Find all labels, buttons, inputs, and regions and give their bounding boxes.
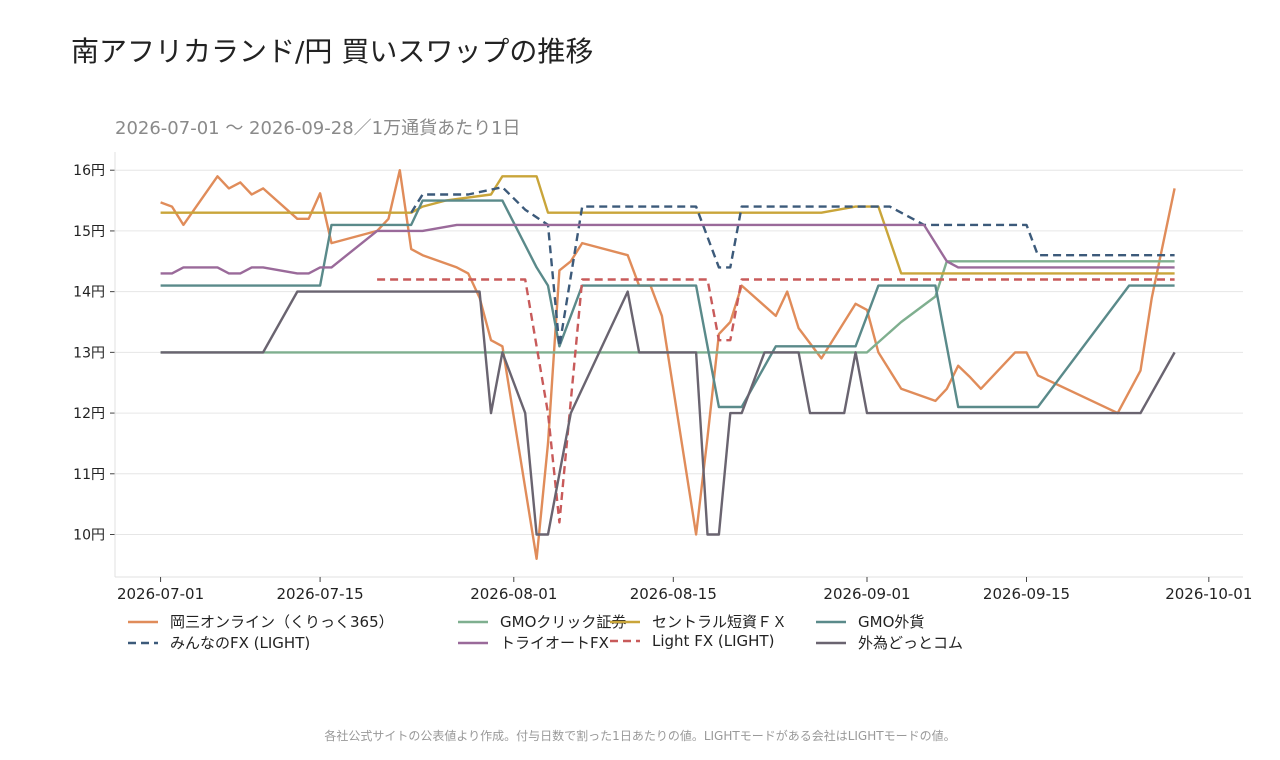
y-tick-label: 14円 [73,285,105,301]
y-tick-label: 11円 [73,467,105,483]
legend-swatch [610,639,640,643]
legend-label: Light FX (LIGHT) [652,632,775,650]
legend-label: 岡三オンライン（くりっく365） [170,613,394,631]
x-tick-label: 2026-10-01 [1165,585,1252,603]
series-line-8 [160,290,1176,536]
footnote: 各社公式サイトの公表値より作成。付与日数で割った1日あたりの値。LIGHTモード… [324,729,956,743]
series-line-6 [160,223,1175,275]
legend-item: トライオートFX [458,632,609,653]
legend-label: みんなのFX (LIGHT) [170,634,311,652]
series-line-4 [160,199,1175,409]
legend-item: みんなのFX (LIGHT) [128,632,310,653]
series-line-1 [160,169,1176,560]
chart-subtitle: 2026-07-01 〜 2026-09-28／1万通貨あたり1日 [115,118,521,139]
legend-item: GMOクリック証券 [458,611,626,632]
legend-item: セントラル短資ＦＸ [610,611,787,632]
series-line-5 [410,186,1175,348]
series-line-2 [160,260,1175,354]
x-tick-label: 2026-08-01 [470,585,557,603]
x-tick-label: 2026-09-15 [983,585,1070,603]
series-line-7 [377,278,1175,524]
y-tick-label: 10円 [73,528,105,544]
y-tick-label: 15円 [73,224,105,240]
legend-swatch [816,641,846,644]
legend-label: トライオートFX [500,634,609,652]
y-tick-label: 16円 [73,163,105,179]
legend-label: GMOクリック証券 [500,613,627,631]
legend-swatch [458,641,488,644]
legend-item: 外為どっとコム [816,632,963,653]
legend-item: GMO外貨 [816,611,924,632]
legend-swatch [128,620,158,623]
y-tick-label: 13円 [73,345,105,361]
x-tick-label: 2026-07-01 [117,585,204,603]
legend-swatch [610,620,640,623]
x-tick-label: 2026-07-15 [276,585,363,603]
x-tick-label: 2026-09-01 [823,585,910,603]
legend-swatch [128,641,158,644]
legend-label: 外為どっとコム [858,634,964,652]
legend-item: 岡三オンライン（くりっく365） [128,611,394,632]
legend-label: セントラル短資ＦＸ [652,613,788,631]
legend-label: GMO外貨 [858,613,925,631]
y-tick-label: 12円 [73,406,105,422]
chart-title: 南アフリカランド/円 買いスワップの推移 [71,35,594,68]
legend-swatch [458,620,488,623]
legend-item: Light FX (LIGHT) [610,632,774,650]
legend-swatch [816,620,846,623]
x-tick-label: 2026-08-15 [630,585,717,603]
